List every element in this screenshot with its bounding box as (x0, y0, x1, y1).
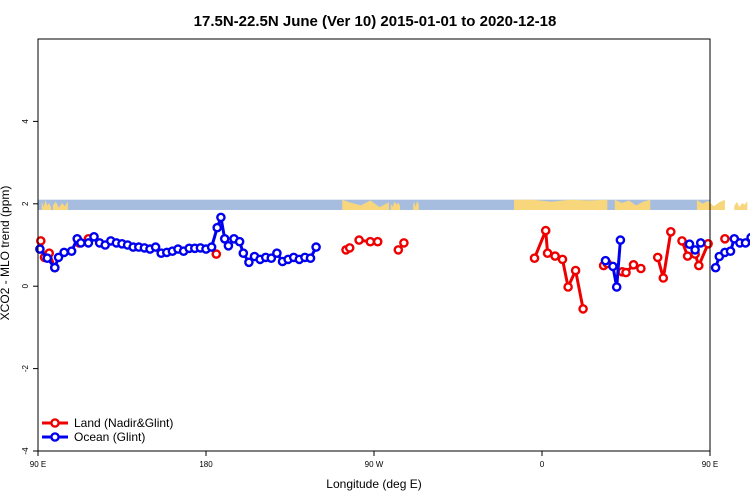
data-point (621, 267, 631, 278)
data-point (725, 246, 736, 256)
land-patch (390, 201, 401, 210)
data-point (608, 261, 618, 272)
data-point (211, 249, 222, 259)
data-point (652, 252, 663, 263)
land-patch (734, 201, 748, 210)
data-point (393, 245, 404, 255)
data-point (529, 253, 540, 264)
data-point (611, 282, 622, 292)
data-point (690, 245, 700, 255)
data-point (234, 236, 245, 247)
x-tick-label: 180 (199, 460, 213, 469)
land-patch (41, 200, 52, 210)
data-point (628, 259, 639, 270)
land-patch (413, 200, 419, 210)
data-point (89, 231, 99, 242)
data-point (50, 262, 60, 273)
y-axis-label: XCO2 - MLO trend (ppm) (0, 186, 12, 321)
y-tick-label: 0 (21, 283, 30, 288)
data-point (740, 238, 750, 248)
chart-title: 17.5N-22.5N June (Ver 10) 2015-01-01 to … (194, 13, 557, 30)
data-point (600, 255, 611, 266)
land-patch (52, 201, 68, 210)
data-point (53, 252, 64, 263)
data-point (42, 253, 53, 264)
y-tick-label: -2 (21, 364, 30, 372)
data-point (272, 248, 282, 258)
data-point (372, 236, 383, 247)
data-point (658, 273, 669, 283)
x-tick-label: 90 E (30, 460, 46, 469)
data-point (59, 247, 69, 258)
land-patch (342, 199, 389, 210)
x-axis-label: Longitude (deg E) (326, 477, 421, 491)
data-point (223, 240, 234, 251)
data-point (35, 244, 45, 254)
data-point (695, 238, 706, 248)
data-point (365, 236, 376, 247)
land-patch (614, 199, 651, 210)
data-point (682, 251, 693, 261)
data-point (615, 235, 626, 245)
data-point (570, 265, 581, 276)
data-point (550, 251, 560, 261)
x-tick-label: 90 W (365, 460, 384, 469)
data-point (266, 253, 277, 264)
data-point (219, 233, 230, 244)
y-tick-label: -4 (21, 447, 30, 455)
x-tick-label: 0 (540, 460, 545, 469)
data-point (666, 226, 676, 237)
y-tick-label: 4 (21, 119, 30, 124)
data-point (578, 304, 588, 314)
data-point (636, 263, 646, 274)
data-point (684, 239, 695, 249)
data-point (238, 248, 249, 258)
x-axis: 90 E 180 90 W 0 90 E (30, 451, 718, 469)
x-tick-label: 90 E (702, 460, 718, 469)
data-point (563, 282, 573, 292)
legend-marker (50, 432, 60, 442)
land-patch (696, 199, 725, 210)
data-point (703, 238, 713, 249)
series-layer (35, 212, 750, 314)
data-point (150, 242, 161, 252)
data-point (305, 253, 316, 264)
data-point (399, 238, 409, 248)
data-point (244, 257, 254, 268)
data-point (746, 232, 750, 243)
data-point (76, 238, 86, 248)
legend-label: Land (Nadir&Glint) (74, 416, 173, 430)
land-ocean-mask (38, 199, 748, 210)
data-point (206, 242, 217, 252)
data-point (540, 225, 551, 236)
data-point (212, 222, 222, 233)
data-point (720, 233, 730, 244)
data-point (216, 212, 226, 223)
legend: Land (Nadir&Glint)Ocean (Glint) (42, 416, 173, 444)
y-axis: -4 -2 0 2 4 (21, 119, 38, 455)
data-point (83, 238, 94, 248)
data-point (542, 248, 553, 258)
data-point (710, 262, 721, 273)
y-tick-label: 2 (21, 201, 30, 206)
data-point (557, 254, 568, 265)
data-point (311, 242, 321, 252)
legend-label: Ocean (Glint) (74, 430, 145, 444)
land-patch (514, 199, 608, 210)
data-point (66, 246, 77, 256)
data-point (344, 243, 355, 253)
legend-marker (50, 418, 60, 428)
data-point (354, 235, 364, 245)
data-point (677, 236, 687, 246)
data-point (694, 260, 704, 271)
series-ocean (35, 212, 750, 292)
